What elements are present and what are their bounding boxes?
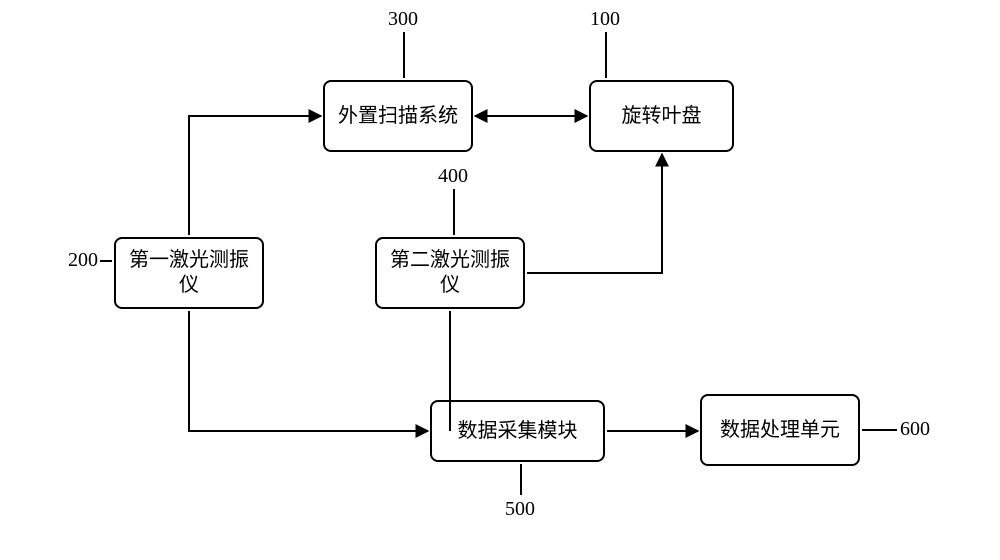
label-500: 500 xyxy=(505,498,535,521)
node-second-laser-vibrometer: 第二激光测振仪 xyxy=(375,237,525,309)
label-300: 300 xyxy=(388,8,418,31)
label-200: 200 xyxy=(68,249,98,272)
node-label: 数据采集模块 xyxy=(458,419,578,444)
label-100: 100 xyxy=(590,8,620,31)
edge-400-100 xyxy=(527,154,662,273)
node-label: 第二激光测振仪 xyxy=(381,248,519,298)
node-external-scan-system: 外置扫描系统 xyxy=(323,80,473,152)
node-first-laser-vibrometer: 第一激光测振仪 xyxy=(114,237,264,309)
node-data-processing-unit: 数据处理单元 xyxy=(700,394,860,466)
node-label: 数据处理单元 xyxy=(720,418,840,443)
node-label: 旋转叶盘 xyxy=(622,104,702,129)
node-data-acquisition-module: 数据采集模块 xyxy=(430,400,605,462)
label-400: 400 xyxy=(438,165,468,188)
edge-200-300 xyxy=(189,116,321,235)
node-label: 第一激光测振仪 xyxy=(120,248,258,298)
edge-200-500 xyxy=(189,311,428,431)
label-600: 600 xyxy=(900,418,930,441)
diagram-canvas: 外置扫描系统 旋转叶盘 第一激光测振仪 第二激光测振仪 数据采集模块 数据处理单… xyxy=(0,0,1000,560)
node-rotating-disk: 旋转叶盘 xyxy=(589,80,734,152)
node-label: 外置扫描系统 xyxy=(338,104,458,129)
